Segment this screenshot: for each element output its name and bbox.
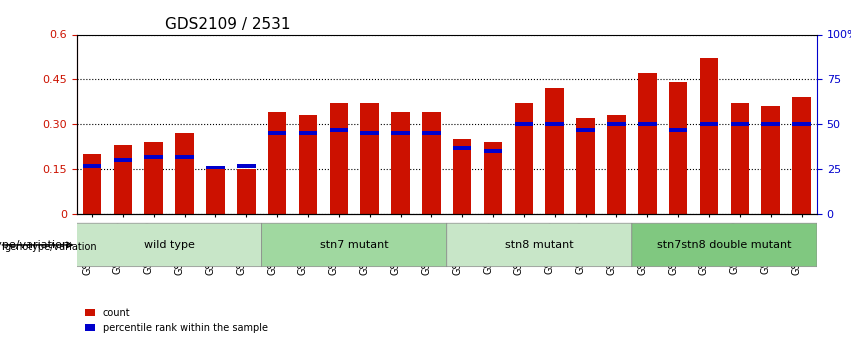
Bar	[453, 146, 471, 150]
Bar	[145, 142, 163, 214]
Bar	[237, 169, 255, 214]
Text: GDS2109 / 2531: GDS2109 / 2531	[165, 17, 291, 32]
Bar	[113, 158, 132, 162]
Bar	[422, 131, 441, 135]
Bar	[762, 122, 780, 126]
Bar	[145, 155, 163, 159]
Bar	[299, 131, 317, 135]
Bar	[792, 97, 811, 214]
Bar	[576, 128, 595, 132]
Bar	[545, 122, 564, 126]
FancyBboxPatch shape	[77, 223, 262, 267]
Bar	[483, 142, 502, 214]
Bar	[638, 122, 656, 126]
Bar	[206, 166, 225, 169]
Text: wild type: wild type	[144, 240, 195, 250]
Bar	[515, 122, 533, 126]
Bar	[329, 128, 348, 132]
Bar	[607, 115, 625, 214]
Bar	[576, 118, 595, 214]
Bar	[391, 112, 409, 214]
Bar	[175, 133, 194, 214]
Bar	[206, 169, 225, 214]
Bar	[453, 139, 471, 214]
FancyBboxPatch shape	[262, 223, 447, 267]
Bar	[515, 103, 533, 214]
Bar	[391, 131, 409, 135]
Bar	[762, 106, 780, 214]
Bar	[607, 122, 625, 126]
Bar	[700, 58, 718, 214]
Bar	[792, 122, 811, 126]
Bar	[299, 115, 317, 214]
Bar	[730, 122, 749, 126]
Bar	[175, 155, 194, 159]
FancyBboxPatch shape	[447, 223, 631, 267]
Bar	[730, 103, 749, 214]
Text: genotype/variation: genotype/variation	[4, 242, 97, 252]
Bar	[268, 131, 286, 135]
Bar	[360, 103, 379, 214]
Legend: count, percentile rank within the sample: count, percentile rank within the sample	[82, 304, 271, 337]
Bar	[669, 82, 688, 214]
Bar	[113, 145, 132, 214]
Text: stn7stn8 double mutant: stn7stn8 double mutant	[657, 240, 791, 250]
FancyBboxPatch shape	[631, 223, 817, 267]
Bar	[237, 164, 255, 168]
Bar	[83, 154, 101, 214]
Bar	[638, 73, 656, 214]
Bar	[483, 149, 502, 153]
Text: stn7 mutant: stn7 mutant	[320, 240, 389, 250]
Bar	[268, 112, 286, 214]
Text: genotype/variation: genotype/variation	[0, 240, 69, 250]
Bar	[83, 164, 101, 168]
Bar	[360, 131, 379, 135]
Bar	[329, 103, 348, 214]
Bar	[669, 128, 688, 132]
Bar	[700, 122, 718, 126]
Bar	[422, 112, 441, 214]
Text: stn8 mutant: stn8 mutant	[505, 240, 574, 250]
Bar	[545, 88, 564, 214]
